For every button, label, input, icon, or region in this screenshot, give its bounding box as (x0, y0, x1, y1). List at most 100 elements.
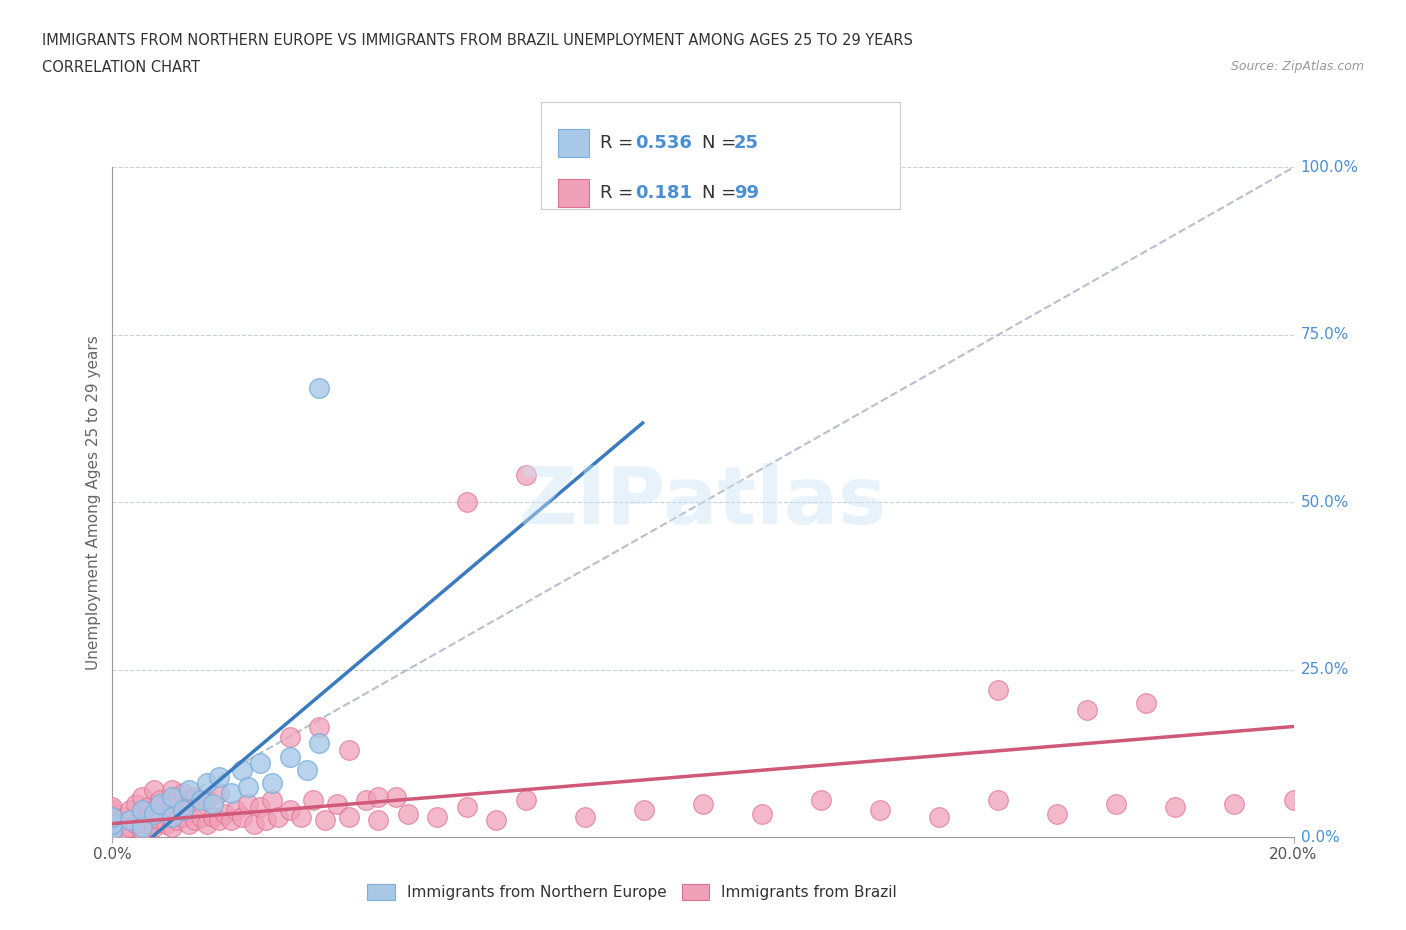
Point (928, 809, 950, 824)
Point (337, 809, 360, 824)
Point (208, 786, 231, 801)
Point (195, 792, 218, 807)
Point (160, 800, 183, 815)
Point (136, 817, 159, 831)
Point (160, 790, 183, 804)
Text: N =: N = (702, 134, 741, 152)
Point (166, 790, 188, 804)
Point (326, 796, 349, 811)
Point (249, 800, 271, 815)
Text: R =: R = (600, 184, 645, 202)
Text: 25: 25 (734, 134, 759, 152)
Point (101, 826, 124, 841)
Point (231, 809, 253, 824)
Point (1105, 796, 1128, 811)
Point (278, 750, 301, 764)
Point (101, 819, 124, 834)
Point (131, 823, 153, 838)
Point (190, 792, 212, 807)
Point (101, 809, 124, 824)
Point (136, 800, 159, 815)
Text: 0.536: 0.536 (636, 134, 692, 152)
Text: R =: R = (600, 134, 640, 152)
Point (101, 817, 124, 831)
Point (131, 819, 153, 834)
Point (195, 776, 218, 790)
Point (692, 796, 714, 811)
Point (131, 803, 153, 817)
Point (290, 809, 312, 824)
Point (278, 729, 301, 744)
Point (238, 796, 260, 811)
Text: 50.0%: 50.0% (1301, 495, 1348, 510)
Point (356, 792, 378, 807)
Text: 25.0%: 25.0% (1301, 662, 1348, 677)
Point (184, 790, 207, 804)
Text: ZIPatlas: ZIPatlas (519, 463, 887, 541)
Point (260, 792, 283, 807)
Point (101, 809, 124, 824)
Point (179, 817, 201, 831)
Point (308, 719, 330, 734)
Point (149, 796, 172, 811)
Point (131, 790, 153, 804)
Point (238, 779, 260, 794)
Point (101, 800, 124, 815)
Point (231, 763, 253, 777)
Point (142, 819, 165, 834)
Point (201, 796, 224, 811)
Point (101, 823, 124, 838)
Point (120, 819, 142, 834)
Point (112, 823, 135, 838)
Text: 0.0%: 0.0% (1301, 830, 1340, 844)
Point (149, 792, 172, 807)
Text: N =: N = (702, 184, 741, 202)
Y-axis label: Unemployment Among Ages 25 to 29 years: Unemployment Among Ages 25 to 29 years (86, 335, 101, 670)
Point (142, 806, 165, 821)
Point (120, 803, 142, 817)
Point (337, 742, 360, 757)
Point (987, 683, 1010, 698)
Point (278, 803, 301, 817)
Point (254, 813, 277, 828)
Point (314, 813, 336, 828)
Point (456, 495, 478, 510)
Point (249, 756, 271, 771)
Point (633, 803, 655, 817)
Point (1164, 800, 1187, 815)
Point (201, 809, 224, 824)
Point (120, 813, 142, 828)
Point (208, 769, 231, 784)
Point (219, 813, 242, 828)
Text: 100.0%: 100.0% (1301, 160, 1358, 175)
Point (751, 806, 773, 821)
Point (456, 800, 478, 815)
Point (367, 813, 389, 828)
Point (426, 809, 449, 824)
Point (101, 806, 124, 821)
Point (987, 792, 1010, 807)
Point (190, 809, 212, 824)
Point (225, 803, 247, 817)
Point (1076, 702, 1098, 717)
Point (267, 809, 290, 824)
Point (142, 803, 165, 817)
Point (485, 813, 508, 828)
Point (1400, 800, 1406, 815)
Text: IMMIGRANTS FROM NORTHERN EUROPE VS IMMIGRANTS FROM BRAZIL UNEMPLOYMENT AMONG AGE: IMMIGRANTS FROM NORTHERN EUROPE VS IMMIG… (42, 33, 912, 47)
Point (131, 806, 153, 821)
Point (160, 819, 183, 834)
Point (195, 817, 218, 831)
Point (172, 809, 194, 824)
Point (297, 763, 319, 777)
Point (515, 468, 537, 483)
Point (1282, 792, 1305, 807)
Point (1341, 803, 1364, 817)
Point (869, 803, 891, 817)
Point (142, 783, 165, 798)
Legend: Immigrants from Northern Europe, Immigrants from Brazil: Immigrants from Northern Europe, Immigra… (361, 878, 904, 907)
Point (214, 806, 236, 821)
Point (367, 790, 389, 804)
Text: 99: 99 (734, 184, 759, 202)
Point (155, 817, 177, 831)
